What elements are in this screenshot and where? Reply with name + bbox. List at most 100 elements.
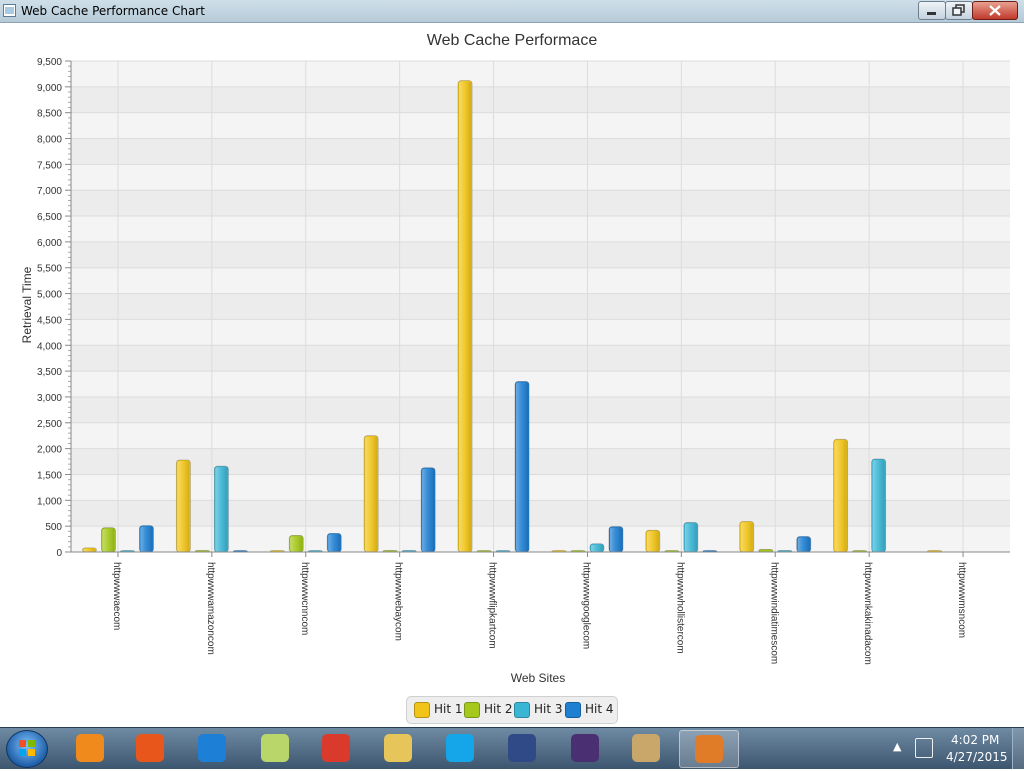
restore-button[interactable] xyxy=(945,1,973,20)
x-axis-label: Web Sites xyxy=(511,671,565,685)
y-tick-label: 500 xyxy=(45,522,62,533)
y-axis-label: Retrieval Time xyxy=(20,266,34,343)
show-hidden-icons-icon[interactable]: ▲ xyxy=(893,740,902,753)
windows-logo-icon xyxy=(19,740,35,756)
window-titlebar: Web Cache Performance Chart xyxy=(0,0,1024,23)
y-tick-label: 1,500 xyxy=(37,470,62,481)
plot-band xyxy=(71,371,1010,397)
plot-band xyxy=(71,190,1010,217)
bar-shading xyxy=(740,522,753,552)
y-tick-label: 4,000 xyxy=(37,341,62,352)
taskbar-button[interactable] xyxy=(617,730,675,766)
bar-shading xyxy=(215,467,228,552)
plot-band xyxy=(71,241,1010,268)
y-tick-label: 6,000 xyxy=(37,238,62,249)
bar-shading xyxy=(83,548,96,552)
y-tick-label: 9,500 xyxy=(37,57,62,68)
y-tick-label: 5,000 xyxy=(37,290,62,301)
plot-band xyxy=(71,138,1010,165)
bar-shading xyxy=(140,526,153,552)
plot-band xyxy=(71,293,1010,320)
bar-shading xyxy=(102,528,115,552)
bar-shading xyxy=(590,544,603,552)
y-tick-label: 4,500 xyxy=(37,315,62,326)
x-tick-label: httpwwwindiatimescom xyxy=(768,562,779,664)
internet-explorer-icon xyxy=(198,734,226,762)
legend-swatch xyxy=(464,702,480,718)
taskbar-button[interactable] xyxy=(121,730,179,766)
plot-band xyxy=(71,86,1010,113)
plot-band xyxy=(71,319,1010,346)
y-tick-label: 2,500 xyxy=(37,419,62,430)
taskbar-button[interactable] xyxy=(556,730,614,766)
java-icon xyxy=(695,735,723,763)
y-tick-label: 3,000 xyxy=(37,393,62,404)
firefox-icon xyxy=(136,734,164,762)
plot-band xyxy=(71,164,1010,191)
x-tick-label: httpwwwnkakinadacom xyxy=(862,562,873,665)
taskbar-button[interactable] xyxy=(431,730,489,766)
restore-icon xyxy=(952,4,965,16)
paint-icon xyxy=(632,734,660,762)
x-tick-label: httpwwwhollistercom xyxy=(674,562,685,654)
usb-device-icon[interactable] xyxy=(915,738,933,758)
java-app-icon xyxy=(3,4,16,17)
skype-icon xyxy=(446,734,474,762)
bar-shading xyxy=(834,440,847,552)
clock-date[interactable]: 4/27/2015 xyxy=(946,750,1008,764)
taskbar-button[interactable] xyxy=(679,730,739,768)
legend-swatch xyxy=(514,702,530,718)
x-tick-label: httpwwwebaycom xyxy=(393,562,404,641)
bar-shading xyxy=(177,461,190,552)
bar-shading xyxy=(684,523,697,552)
legend-label: Hit 4 xyxy=(585,702,614,716)
chart-legend: Hit 1 Hit 2 Hit 3 Hit 4 xyxy=(406,696,618,724)
legend-swatch xyxy=(414,702,430,718)
taskbar-button[interactable] xyxy=(493,730,551,766)
y-tick-label: 7,000 xyxy=(37,186,62,197)
media-player-icon xyxy=(76,734,104,762)
bar-shading xyxy=(290,536,303,552)
window-title: Web Cache Performance Chart xyxy=(21,4,205,18)
plot-band xyxy=(71,112,1010,139)
plot-band xyxy=(71,345,1010,372)
bar-shading xyxy=(872,459,885,552)
legend-label: Hit 1 xyxy=(434,702,463,716)
y-axis: 0 500 1,000 1,500 2,000 2,500 3,000 3,500 4,000 4… xyxy=(37,57,72,559)
y-tick-label: 6,500 xyxy=(37,212,62,223)
bar-chart: 0 500 1,000 1,500 2,000 2,500 3,000 3,500 4,000 4… xyxy=(20,32,1010,685)
start-button[interactable] xyxy=(6,730,48,768)
taskbar: ▲ 4:02 PM 4/27/2015 xyxy=(0,727,1024,769)
x-tick-label: httpwwwcnncom xyxy=(299,562,310,635)
clock-time[interactable]: 4:02 PM xyxy=(951,733,1000,747)
show-desktop-button[interactable] xyxy=(1012,728,1024,769)
taskbar-button[interactable] xyxy=(61,730,119,766)
x-tick-label: httpwwwamazoncom xyxy=(205,562,216,655)
chart-title: Web Cache Performace xyxy=(427,32,598,49)
sql-console-icon xyxy=(508,734,536,762)
taskbar-button[interactable] xyxy=(246,730,304,766)
minimize-icon xyxy=(927,12,936,15)
bar-shading xyxy=(328,534,341,552)
y-tick-label: 5,500 xyxy=(37,264,62,275)
x-axis: httpwwwaecom httpwwwamazoncom httpwwwcnnco… xyxy=(71,551,1010,665)
y-tick-label: 3,500 xyxy=(37,367,62,378)
taskbar-button[interactable] xyxy=(183,730,241,766)
chart-area: 0 500 1,000 1,500 2,000 2,500 3,000 3,500 4,000 4… xyxy=(0,23,1024,727)
y-tick-label: 2,000 xyxy=(37,445,62,456)
chrome-icon xyxy=(322,734,350,762)
close-button[interactable] xyxy=(972,1,1018,20)
taskbar-button[interactable] xyxy=(307,730,365,766)
plot-band xyxy=(71,216,1010,242)
bar-shading xyxy=(516,382,529,552)
y-tick-label: 0 xyxy=(56,548,62,559)
plot-band xyxy=(71,267,1010,294)
bar-shading xyxy=(609,527,622,552)
bar-shading xyxy=(646,531,659,552)
minimize-button[interactable] xyxy=(918,1,946,20)
taskbar-button[interactable] xyxy=(369,730,427,766)
bar-shading xyxy=(365,436,378,552)
plot-band xyxy=(71,61,1010,87)
y-tick-label: 8,500 xyxy=(37,109,62,120)
close-icon xyxy=(989,5,1001,16)
